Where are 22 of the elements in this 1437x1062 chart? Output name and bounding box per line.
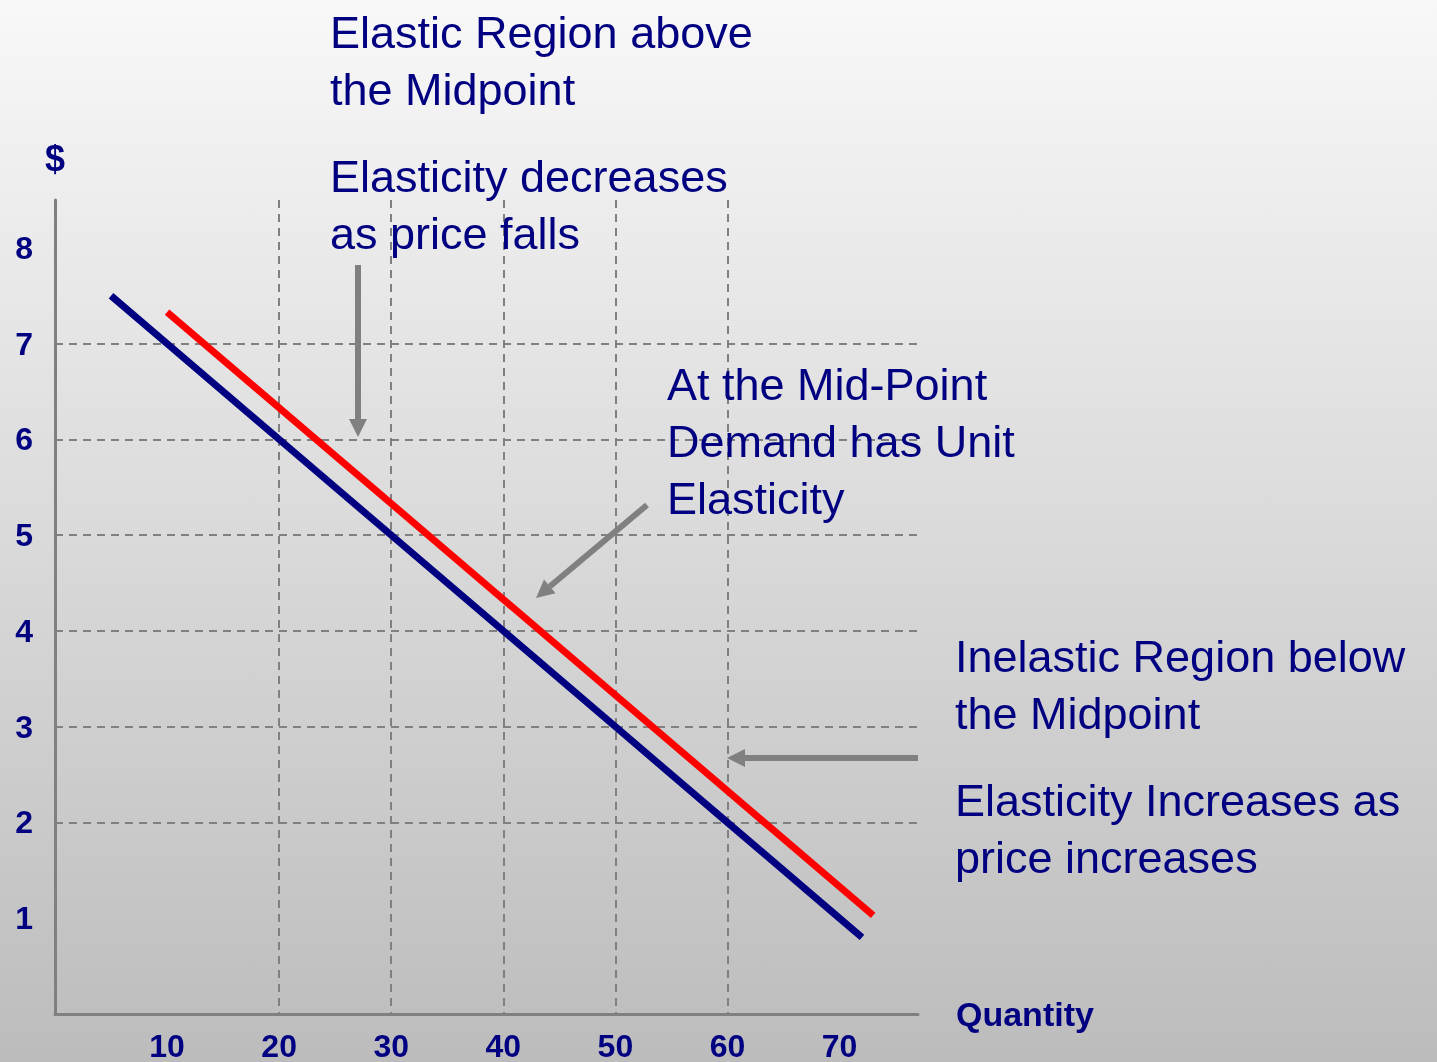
x-tick-label: 10 bbox=[149, 1028, 185, 1062]
y-axis-title: $ bbox=[44, 137, 66, 179]
y-tick-label: 4 bbox=[15, 612, 34, 649]
text: Elastic Region above the Midpoint bbox=[330, 7, 753, 115]
y-tick-label: 8 bbox=[15, 229, 33, 266]
x-axis-title: Quantity bbox=[956, 995, 1094, 1033]
y-tick-label: 5 bbox=[15, 517, 33, 554]
y-tick-label: 7 bbox=[15, 325, 33, 362]
text: Elasticity Increases as price increases bbox=[955, 775, 1401, 883]
x-tick-label: 60 bbox=[709, 1028, 746, 1062]
x-tick-label: 30 bbox=[373, 1028, 410, 1062]
x-tick-label: 20 bbox=[261, 1028, 297, 1062]
y-tick-label: 3 bbox=[15, 708, 33, 745]
annotation: At the Mid-Point Demand has Unit Elasticity bbox=[667, 359, 1016, 524]
x-tick-label: 50 bbox=[597, 1028, 634, 1062]
y-tick-label: 2 bbox=[15, 804, 33, 841]
text: Inelastic Region below the Midpoint bbox=[955, 631, 1406, 739]
x-tick-label: 70 bbox=[821, 1028, 858, 1062]
annotation: Elasticity decreases as price falls bbox=[330, 151, 728, 259]
y-tick-label: 6 bbox=[15, 421, 33, 458]
x-tick-label: 40 bbox=[485, 1028, 522, 1062]
y-tick-label: 1 bbox=[15, 900, 33, 937]
